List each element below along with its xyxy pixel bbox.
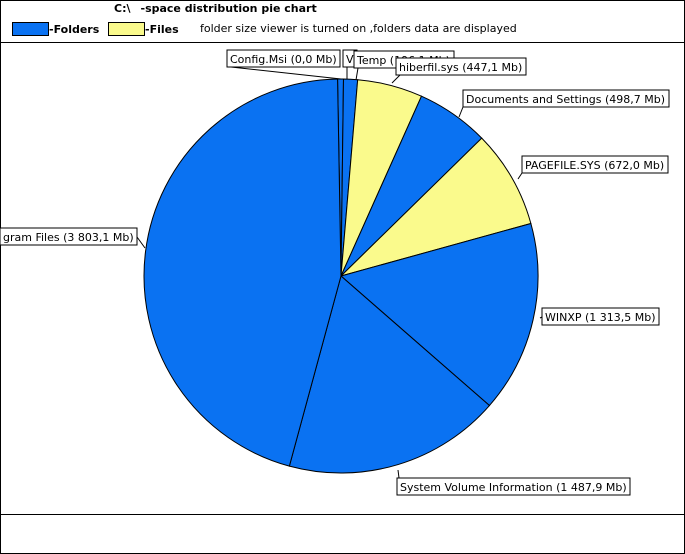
slice-leader-line-winxp (539, 316, 543, 319)
slice-leader-line-temp (355, 67, 359, 81)
legend-swatch-folders (12, 22, 49, 36)
slice-label-system-volume-information: System Volume Information (1 487,9 Mb) (396, 469, 631, 496)
slice-label-text-documents-and-settings: Documents and Settings (498,7 Mb) (466, 93, 665, 106)
pie-slice-pagefile-sys (340, 137, 532, 277)
legend-item-files: -Files (108, 21, 179, 37)
slice-leader-line-hiberfil-sys (391, 74, 401, 84)
slice-label-text-v: V (346, 53, 354, 66)
pie-slice-system-volume-information (288, 275, 491, 474)
slice-label-hiberfil-sys: hiberfil.sys (447,1 Mb) (391, 57, 527, 84)
slice-label-program-files: gram Files (3 803,1 Mb) (0, 227, 146, 249)
title-text: -space distribution pie chart (140, 2, 317, 15)
chart-header: C:\ -space distribution pie chart -Folder… (1, 1, 684, 42)
slice-label-box-config-msi (226, 49, 341, 68)
chart-title: C:\ -space distribution pie chart (114, 2, 317, 15)
pie-slice-winxp (339, 222, 539, 407)
slice-label-box-winxp (541, 307, 660, 326)
status-note: folder size viewer is turned on ,folders… (200, 22, 517, 35)
slice-leader-line-config-msi (230, 66, 342, 80)
slice-label-config-msi: Config.Msi (0,0 Mb) (226, 49, 342, 80)
slice-label-box-program-files (0, 227, 138, 246)
title-drive: C:\ (114, 2, 131, 15)
slice-label-text-program-files: gram Files (3 803,1 Mb) (3, 231, 134, 244)
slice-label-text-winxp: WINXP (1 313,5 Mb) (545, 311, 656, 324)
slice-label-winxp: WINXP (1 313,5 Mb) (539, 307, 660, 326)
legend-label-files: -Files (145, 22, 179, 36)
header-divider (1, 42, 684, 43)
slice-label-text-hiberfil-sys: hiberfil.sys (447,1 Mb) (399, 61, 522, 74)
slice-label-box-system-volume-information (396, 477, 631, 496)
slice-label-text-pagefile-sys: PAGEFILE.SYS (672,0 Mb) (525, 159, 664, 172)
slice-leader-line-program-files (136, 236, 146, 249)
pie-slice-program-files (143, 78, 342, 467)
slice-leader-line-pagefile-sys (517, 172, 523, 180)
legend-label-folders: -Folders (49, 22, 100, 36)
slice-label-documents-and-settings: Documents and Settings (498,7 Mb) (458, 89, 670, 118)
slice-label-text-config-msi: Config.Msi (0,0 Mb) (230, 53, 337, 66)
footer-divider (1, 514, 684, 515)
slice-label-box-documents-and-settings (462, 89, 670, 108)
slice-label-box-hiberfil-sys (395, 57, 527, 76)
slice-label-box-pagefile-sys (521, 155, 669, 174)
slice-label-text-system-volume-information: System Volume Information (1 487,9 Mb) (400, 481, 627, 494)
legend-item-folders: -Folders (12, 21, 99, 37)
slice-leader-line-documents-and-settings (458, 106, 464, 118)
slice-label-pagefile-sys: PAGEFILE.SYS (672,0 Mb) (517, 155, 669, 180)
slice-leader-line-system-volume-information (397, 469, 400, 479)
legend-swatch-files (108, 22, 145, 36)
